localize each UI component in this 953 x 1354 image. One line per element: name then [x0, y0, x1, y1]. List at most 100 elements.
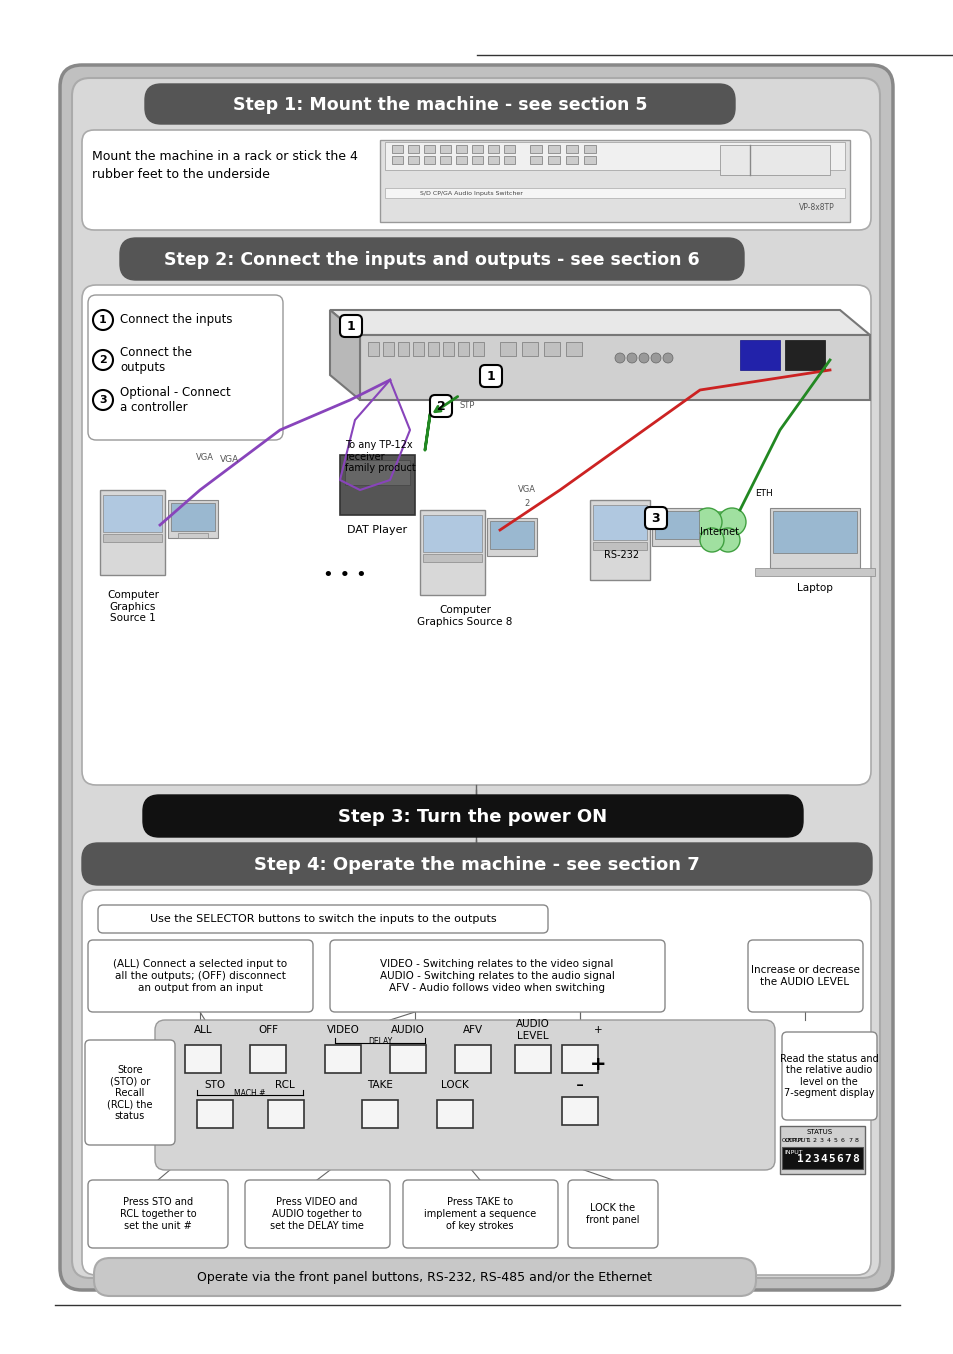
Bar	[490, 521, 534, 548]
Text: 3: 3	[820, 1137, 823, 1143]
Text: DAT Player: DAT Player	[347, 525, 407, 535]
Text: Computer
Graphics Source 8: Computer Graphics Source 8	[416, 605, 512, 627]
Bar	[196, 1099, 233, 1128]
Bar	[565, 156, 578, 164]
Bar	[385, 188, 844, 198]
Bar	[428, 343, 438, 356]
Text: AFV: AFV	[462, 1025, 482, 1034]
Text: 2: 2	[812, 1137, 816, 1143]
Bar	[268, 1099, 304, 1128]
Polygon shape	[359, 334, 869, 399]
FancyBboxPatch shape	[82, 284, 870, 785]
Bar	[781, 1147, 862, 1169]
Circle shape	[700, 528, 723, 552]
Text: Press STO and
RCL together to
set the unit #: Press STO and RCL together to set the un…	[119, 1197, 196, 1231]
FancyBboxPatch shape	[88, 1179, 228, 1248]
FancyBboxPatch shape	[781, 1032, 876, 1120]
Text: 8: 8	[854, 1137, 858, 1143]
Text: 6: 6	[841, 1137, 844, 1143]
Bar	[473, 343, 483, 356]
Circle shape	[92, 349, 112, 370]
Bar	[361, 1099, 397, 1128]
Text: 3: 3	[99, 395, 107, 405]
Text: Mount the machine in a rack or stick the 4
rubber feet to the underside: Mount the machine in a rack or stick the…	[91, 149, 357, 180]
Bar	[185, 1045, 221, 1072]
Text: Press TAKE to
implement a sequence
of key strokes: Press TAKE to implement a sequence of ke…	[423, 1197, 536, 1231]
FancyBboxPatch shape	[143, 795, 802, 837]
Bar	[583, 145, 596, 153]
Bar	[392, 156, 402, 164]
FancyBboxPatch shape	[82, 130, 870, 230]
Text: OUTPUT: OUTPUT	[781, 1137, 803, 1143]
FancyBboxPatch shape	[98, 904, 547, 933]
Text: Step 2: Connect the inputs and outputs - see section 6: Step 2: Connect the inputs and outputs -…	[164, 250, 700, 269]
Bar	[530, 145, 541, 153]
Text: STO: STO	[204, 1080, 225, 1090]
Circle shape	[718, 508, 745, 536]
Bar	[436, 1099, 473, 1128]
Text: VGA: VGA	[220, 455, 239, 464]
Text: Laptop: Laptop	[796, 584, 832, 593]
Bar	[593, 542, 646, 550]
Text: Step 3: Turn the power ON: Step 3: Turn the power ON	[338, 808, 607, 826]
Bar	[486, 519, 537, 556]
FancyBboxPatch shape	[120, 238, 743, 280]
Bar	[472, 156, 482, 164]
Text: INPUT: INPUT	[783, 1150, 801, 1155]
Text: Press VIDEO and
AUDIO together to
set the DELAY time: Press VIDEO and AUDIO together to set th…	[270, 1197, 363, 1231]
Bar	[561, 1097, 598, 1125]
Bar	[769, 508, 859, 567]
Text: STP: STP	[459, 401, 475, 409]
Bar	[561, 1045, 598, 1072]
Text: TAKE: TAKE	[367, 1080, 393, 1090]
Bar	[784, 340, 824, 370]
Circle shape	[662, 353, 672, 363]
Text: Increase or decrease
the AUDIO LEVEL: Increase or decrease the AUDIO LEVEL	[750, 965, 859, 987]
Bar	[499, 343, 516, 356]
Bar	[503, 156, 515, 164]
Bar	[583, 156, 596, 164]
Bar	[565, 145, 578, 153]
Text: VGA: VGA	[195, 454, 213, 463]
Circle shape	[92, 310, 112, 330]
FancyBboxPatch shape	[145, 84, 734, 125]
Text: VIDEO: VIDEO	[326, 1025, 359, 1034]
Bar	[457, 343, 469, 356]
Text: VIDEO - Switching relates to the video signal
AUDIO - Switching relates to the a: VIDEO - Switching relates to the video s…	[379, 960, 614, 992]
Text: RCL: RCL	[274, 1080, 294, 1090]
Bar	[456, 145, 467, 153]
Text: MACH #: MACH #	[234, 1089, 266, 1098]
Text: 2: 2	[524, 498, 529, 508]
Text: Step 4: Operate the machine - see section 7: Step 4: Operate the machine - see sectio…	[253, 856, 700, 873]
Bar	[488, 156, 498, 164]
Bar	[178, 533, 208, 538]
Text: VP-8x8TP: VP-8x8TP	[799, 203, 834, 213]
Text: OUTPUT: OUTPUT	[784, 1137, 809, 1143]
Bar	[720, 145, 829, 175]
Text: STATUS: STATUS	[806, 1129, 832, 1135]
Text: 3: 3	[812, 1154, 819, 1164]
Text: 3: 3	[651, 512, 659, 524]
Text: 7: 7	[847, 1137, 851, 1143]
Text: +: +	[589, 1056, 605, 1075]
Bar	[472, 145, 482, 153]
Bar	[103, 533, 162, 542]
Bar	[780, 1127, 864, 1174]
Circle shape	[92, 390, 112, 410]
Bar	[422, 515, 481, 552]
Circle shape	[615, 353, 624, 363]
Text: Store
(STO) or
Recall
(RCL) the
status: Store (STO) or Recall (RCL) the status	[107, 1064, 152, 1121]
Text: -: -	[576, 1075, 583, 1095]
Bar	[565, 343, 581, 356]
Text: RS-232: RS-232	[604, 550, 639, 561]
Bar	[439, 145, 451, 153]
Bar	[589, 500, 649, 580]
Text: To any TP-12x
receiver
family product: To any TP-12x receiver family product	[345, 440, 416, 473]
Bar	[543, 343, 559, 356]
FancyBboxPatch shape	[430, 395, 452, 417]
Bar	[419, 510, 484, 594]
FancyBboxPatch shape	[245, 1179, 390, 1248]
Text: S/D CP/GA Audio Inputs Switcher: S/D CP/GA Audio Inputs Switcher	[419, 191, 522, 195]
Bar	[390, 1045, 426, 1072]
Bar	[488, 145, 498, 153]
